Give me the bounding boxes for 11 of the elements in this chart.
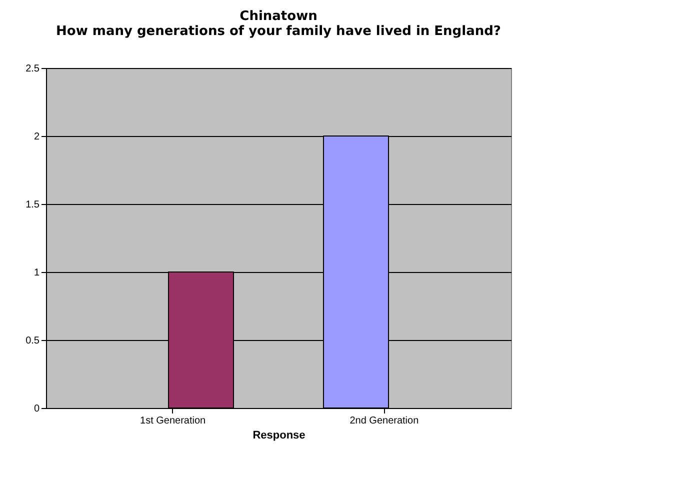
- chart-subtitle: How many generations of your family have lived in England?: [56, 24, 501, 39]
- y-tick-label: 2.5: [26, 64, 40, 74]
- y-tick-label: 0: [34, 404, 40, 414]
- x-axis-title: Response: [252, 430, 306, 442]
- y-tick-label: 2: [34, 132, 40, 142]
- y-tick-label: 1: [34, 268, 40, 278]
- chart-title: Chinatown: [240, 9, 318, 24]
- x-tick-label: 2nd Generation: [350, 416, 419, 426]
- x-tick-label: 1st Generation: [140, 416, 206, 426]
- y-tick-label: 0.5: [26, 336, 40, 346]
- y-tick-label: 1.5: [26, 200, 40, 210]
